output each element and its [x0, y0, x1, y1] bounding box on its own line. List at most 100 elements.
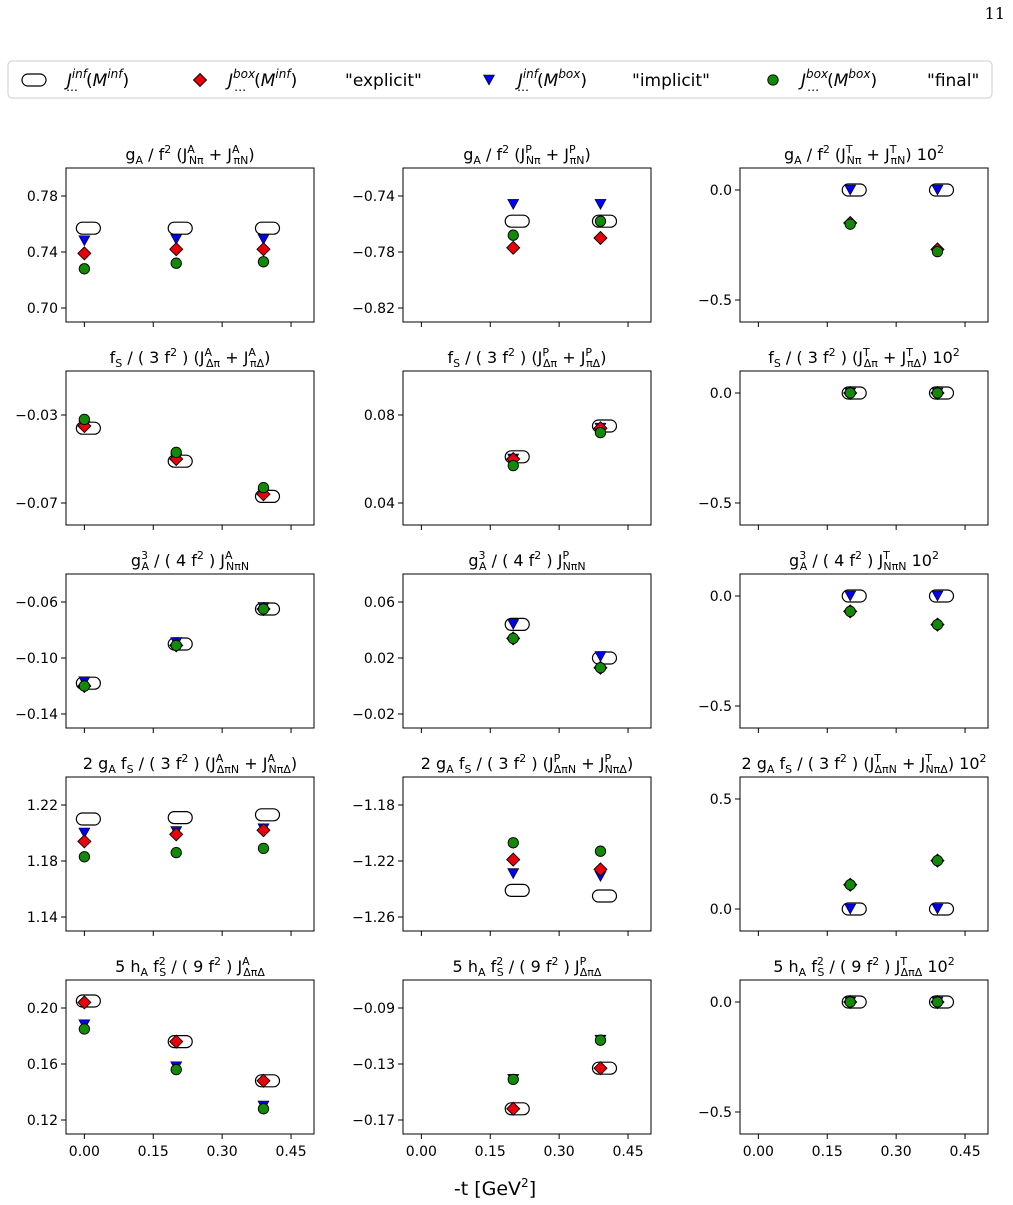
y-tick-label: 0.04	[364, 496, 395, 512]
data-point-inf_box	[594, 199, 607, 211]
data-point-box_box	[170, 846, 182, 859]
subplot: gA​ / f2​ (JT​Nπ​ + JT​πN​) 102​ −0.5 0.0	[698, 143, 989, 327]
x-tick-label: 0.45	[949, 1144, 980, 1160]
data-point-inf_inf	[504, 214, 530, 228]
data-point-box_inf	[77, 995, 92, 1010]
data-point-box_box	[507, 1073, 519, 1086]
y-tick-label: −1.22	[352, 854, 395, 870]
data-point-box_box	[594, 845, 607, 857]
data-point-box_box	[78, 851, 91, 863]
legend-label-box_box: Jbox… (Mbox)	[798, 67, 877, 94]
axes-frame	[739, 979, 989, 1135]
axes-frame	[739, 573, 989, 729]
y-tick-label: −0.02	[352, 707, 395, 723]
y-tick-label: 0.78	[27, 189, 58, 205]
data-point-inf_inf	[167, 221, 193, 235]
x-tick-label: 0.30	[544, 1144, 575, 1160]
y-tick-label: 1.22	[27, 798, 58, 814]
data-point-box_inf	[256, 1073, 271, 1088]
subplot: fS​ / ( 3 f2​ ) (JP​Δπ​ + JP​πΔ​) 0.04 0.0…	[364, 346, 652, 530]
data-point-inf_box	[844, 903, 857, 915]
data-point-box_box	[931, 245, 944, 258]
data-point-box_inf	[169, 827, 184, 842]
data-point-inf_inf	[591, 889, 618, 903]
data-point-inf_box	[507, 619, 520, 631]
data-point-box_box	[170, 446, 182, 459]
y-tick-label: 0.74	[27, 245, 58, 261]
legend-marker-box_box	[767, 74, 779, 86]
data-point-box_box	[507, 229, 519, 241]
data-point-inf_inf	[504, 883, 530, 898]
y-tick-label: −0.5	[698, 496, 732, 512]
data-point-box_inf	[77, 246, 92, 261]
data-point-inf_inf	[167, 810, 193, 825]
y-tick-label: −0.17	[352, 1113, 395, 1129]
data-point-box_inf	[256, 823, 271, 838]
legend-marker-inf_inf	[21, 73, 47, 87]
subplot: fS​ / ( 3 f2​ ) (JT​Δπ​ + JT​πΔ​) 102​ −0…	[698, 346, 989, 530]
y-tick-label: 1.18	[27, 854, 58, 870]
axes-frame	[402, 370, 652, 526]
data-point-box_inf	[256, 242, 271, 257]
legend-marker-box_inf	[192, 72, 208, 88]
data-point-inf_box	[931, 590, 944, 602]
axes-frame	[402, 979, 652, 1135]
y-tick-label: −1.18	[352, 798, 395, 814]
data-point-inf_box	[78, 827, 91, 839]
data-point-inf_box	[931, 184, 944, 196]
data-point-box_box	[257, 256, 270, 268]
y-tick-label: −0.5	[698, 293, 732, 309]
data-point-box_box	[931, 854, 944, 867]
data-point-box_box	[78, 263, 91, 275]
subplot: fS​ / ( 3 f2​ ) (JA​Δπ​ + JA​πΔ​) −0.07 −0…	[15, 346, 315, 530]
data-point-box_inf	[593, 862, 608, 877]
y-tick-label: −0.78	[352, 245, 395, 261]
data-point-inf_box	[594, 651, 607, 663]
x-tick-label: 0.15	[138, 1144, 169, 1160]
data-point-inf_box	[170, 234, 183, 246]
axes-frame	[65, 573, 315, 729]
y-tick-label: 0.70	[27, 301, 58, 317]
data-point-box_box	[257, 481, 270, 494]
data-point-box_box	[507, 837, 519, 849]
subplot: gA​ / f2​ (JA​Nπ​ + JA​πN​) 0.70 0.74 0.78	[27, 143, 315, 327]
data-point-box_box	[78, 413, 91, 426]
data-point-inf_inf	[75, 812, 101, 826]
data-point-box_box	[507, 632, 519, 645]
data-point-inf_inf	[254, 808, 281, 822]
y-tick-label: 0.08	[364, 408, 395, 424]
data-point-box_box	[170, 639, 182, 652]
data-point-box_box	[844, 387, 856, 399]
x-tick-label: 0.45	[612, 1144, 643, 1160]
axes-frame	[65, 370, 315, 526]
legend-quote-inf_box: "implicit"	[632, 71, 710, 91]
axes-frame	[402, 573, 652, 729]
y-tick-label: 0.5	[710, 792, 732, 808]
axes-frame	[739, 167, 989, 323]
data-point-box_box	[257, 1103, 270, 1115]
y-tick-label: −0.5	[698, 1105, 732, 1121]
subplot-title: gA​ / f2​ (JT​Nπ​ + JT​πN​) 102​	[784, 143, 944, 167]
axes-frame	[65, 979, 315, 1135]
y-tick-label: 1.14	[27, 910, 58, 926]
data-point-box_box	[931, 996, 944, 1008]
x-tick-label: 0.30	[207, 1144, 238, 1160]
data-point-inf_inf	[254, 221, 281, 235]
legend-quote-box_box: "final"	[927, 71, 979, 91]
y-tick-label: −0.06	[15, 595, 58, 611]
x-axis-label: -t [GeV2]	[454, 1176, 536, 1200]
subplot-title: gA​ / f2​ (JA​Nπ​ + JA​πN​)	[125, 143, 254, 167]
x-tick-label: 0.15	[812, 1144, 843, 1160]
data-point-box_box	[170, 257, 182, 269]
y-tick-label: −0.5	[698, 699, 732, 715]
x-tick-label: 0.00	[69, 1144, 100, 1160]
y-tick-label: 0.0	[710, 995, 732, 1011]
